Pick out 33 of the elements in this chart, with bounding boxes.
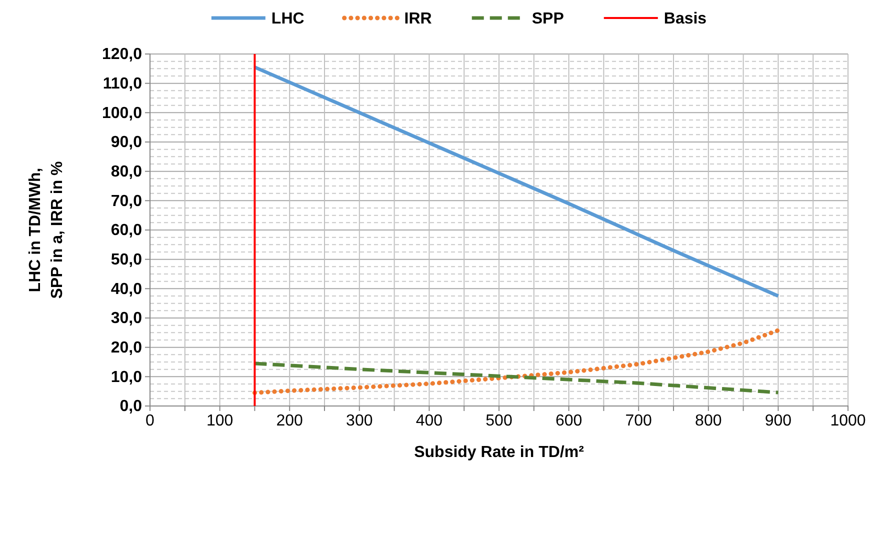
- y-tick-label: 40,0: [110, 280, 142, 298]
- y-tick-label: 70,0: [110, 192, 142, 210]
- x-axis-title: Subsidy Rate in TD/m²: [414, 444, 584, 461]
- y-tick-label: 100,0: [102, 104, 142, 122]
- y-tick-label: 50,0: [110, 251, 142, 268]
- x-tick-label: 300: [346, 412, 373, 430]
- y-tick-label: 80,0: [110, 163, 142, 180]
- x-tick-label: 1000: [830, 412, 866, 430]
- line-series: [252, 65, 780, 298]
- legend-label: Basis: [664, 10, 707, 28]
- x-tick-label: 800: [695, 412, 722, 430]
- x-tick-label: 700: [625, 412, 652, 430]
- x-tick-label: 500: [486, 412, 512, 430]
- y-tick-label: 90,0: [110, 134, 142, 152]
- y-tick-label: 120,0: [102, 46, 142, 64]
- x-tick-label: 600: [555, 412, 582, 430]
- y-tick-label: 110,0: [102, 75, 142, 92]
- legend-label: IRR: [404, 10, 432, 28]
- line-series: [252, 328, 780, 396]
- line-series: [252, 362, 780, 394]
- y-tick-label: 30,0: [110, 310, 142, 328]
- y-tick-label: 10,0: [110, 368, 142, 386]
- x-tick-label: 900: [764, 412, 792, 430]
- x-tick-label: 0: [146, 412, 155, 430]
- y-tick-label: 60,0: [110, 222, 142, 240]
- x-tick-label: 200: [276, 412, 304, 430]
- y-tick-label: 20,0: [110, 339, 142, 356]
- x-tick-label: 100: [206, 412, 234, 430]
- legend-label: SPP: [532, 10, 564, 28]
- y-axis-title: LHC in TD/MWh, SPP in a, IRR in %: [27, 161, 66, 299]
- x-tick-label: 400: [416, 412, 443, 430]
- legend-label: LHC: [271, 10, 305, 28]
- y-tick-label: 0,0: [120, 398, 142, 416]
